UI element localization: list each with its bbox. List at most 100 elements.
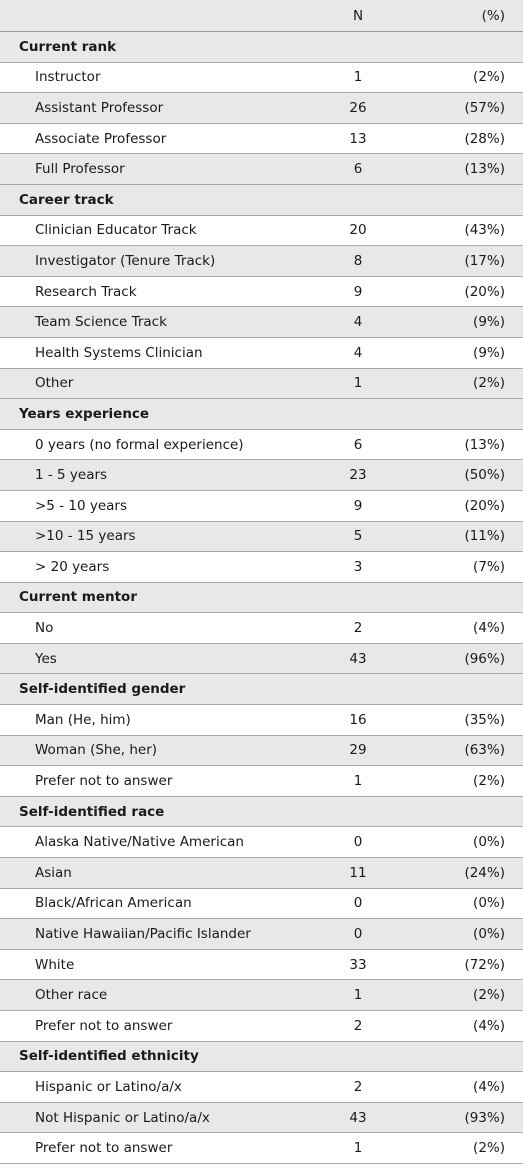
row-pct: (4%) [473, 1078, 505, 1095]
section-title: Career track [19, 191, 114, 208]
row-label: Team Science Track [35, 314, 167, 331]
row-n: 11 [349, 864, 367, 881]
row-pct: (24%) [464, 864, 505, 881]
row-n: 2 [353, 1017, 363, 1034]
row-label: Other race [35, 987, 108, 1004]
row-label: Research Track [35, 283, 137, 300]
row-n: 1 [353, 773, 363, 790]
table-header: N (%) [0, 0, 523, 32]
table-body: Current rank Instructor 1 (2%) Assistant Pro… [0, 32, 523, 1164]
row-n: 0 [353, 895, 363, 912]
table-row: >5 - 10 years 9 (20%) [0, 490, 523, 522]
table-row: Other 1 (2%) [0, 368, 523, 400]
table-row: Team Science Track 4 (9%) [0, 307, 523, 338]
row-pct: (11%) [464, 528, 505, 545]
section-row: Self-identified gender [0, 674, 523, 706]
row-n: 1 [353, 987, 363, 1004]
section-row: Current rank [0, 32, 523, 63]
row-pct: (13%) [464, 161, 505, 178]
header-pct: (%) [481, 7, 505, 24]
table-row: Clinician Educator Track 20 (43%) [0, 215, 523, 247]
table-row: Instructor 1 (2%) [0, 62, 523, 94]
table-row: Investigator (Tenure Track) 8 (17%) [0, 246, 523, 277]
table-row: 1 - 5 years 23 (50%) [0, 460, 523, 491]
row-pct: (28%) [464, 130, 505, 147]
row-pct: (0%) [473, 895, 505, 912]
row-n: 9 [353, 283, 363, 300]
row-label: Prefer not to answer [35, 1017, 173, 1034]
table-row: No 2 (4%) [0, 613, 523, 644]
row-pct: (20%) [464, 283, 505, 300]
row-label: Clinician Educator Track [35, 222, 197, 239]
table-row: Yes 43 (96%) [0, 643, 523, 675]
row-pct: (17%) [464, 252, 505, 269]
row-n: 2 [353, 620, 363, 637]
section-title: Self-identified ethnicity [19, 1048, 199, 1065]
row-n: 4 [353, 344, 363, 361]
table-row: Associate Professor 13 (28%) [0, 123, 523, 155]
row-pct: (20%) [464, 497, 505, 514]
section-row: Self-identified race [0, 796, 523, 828]
table-row: Alaska Native/Native American 0 (0%) [0, 827, 523, 859]
row-label: Prefer not to answer [35, 1140, 173, 1157]
section-row: Career track [0, 184, 523, 216]
section-title: Current rank [19, 38, 117, 55]
row-label: Man (He, him) [35, 711, 131, 728]
row-pct: (0%) [473, 926, 505, 943]
section-title: Self-identified gender [19, 681, 186, 698]
row-n: 13 [349, 130, 367, 147]
row-pct: (9%) [473, 344, 505, 361]
row-label: Assistant Professor [35, 99, 164, 116]
row-label: Woman (She, her) [35, 742, 158, 759]
table-row: White 33 (72%) [0, 949, 523, 981]
row-pct: (72%) [464, 956, 505, 973]
row-n: 4 [353, 314, 363, 331]
table-row: Hispanic or Latino/a/x 2 (4%) [0, 1072, 523, 1103]
row-label: Health Systems Clinician [35, 344, 203, 361]
row-label: 0 years (no formal experience) [35, 436, 244, 453]
row-pct: (57%) [464, 99, 505, 116]
row-label: White [35, 956, 75, 973]
row-pct: (0%) [473, 834, 505, 851]
row-pct: (4%) [473, 1017, 505, 1034]
row-n: 1 [353, 69, 363, 86]
table-row: Black/African American 0 (0%) [0, 888, 523, 920]
row-label: Other [35, 375, 74, 392]
row-pct: (9%) [473, 314, 505, 331]
table-row: Woman (She, her) 29 (63%) [0, 735, 523, 767]
row-n: 43 [349, 650, 367, 667]
table-row: Man (He, him) 16 (35%) [0, 705, 523, 736]
row-n: 26 [349, 99, 367, 116]
row-label: Full Professor [35, 161, 125, 178]
table-row: >10 - 15 years 5 (11%) [0, 521, 523, 553]
row-pct: (63%) [464, 742, 505, 759]
row-label: Not Hispanic or Latino/a/x [35, 1109, 210, 1126]
table-row: Prefer not to answer 2 (4%) [0, 1011, 523, 1042]
table-row: Asian 11 (24%) [0, 858, 523, 889]
row-n: 23 [349, 467, 367, 484]
row-pct: (2%) [473, 375, 505, 392]
row-n: 2 [353, 1078, 363, 1095]
row-n: 5 [353, 528, 363, 545]
row-n: 9 [353, 497, 363, 514]
row-label: Associate Professor [35, 130, 167, 147]
row-label: > 20 years [35, 558, 110, 575]
table-row: 0 years (no formal experience) 6 (13%) [0, 429, 523, 461]
row-n: 0 [353, 926, 363, 943]
row-pct: (2%) [473, 69, 505, 86]
table-row: Other race 1 (2%) [0, 980, 523, 1011]
row-label: Yes [35, 650, 57, 667]
row-label: Native Hawaiian/Pacific Islander [35, 926, 251, 943]
row-label: Asian [35, 864, 72, 881]
row-pct: (2%) [473, 987, 505, 1004]
table-row: Assistant Professor 26 (57%) [0, 93, 523, 124]
row-label: Investigator (Tenure Track) [35, 252, 216, 269]
row-n: 0 [353, 834, 363, 851]
row-n: 20 [349, 222, 367, 239]
row-n: 3 [353, 558, 363, 575]
row-n: 33 [349, 956, 367, 973]
row-n: 43 [349, 1109, 367, 1126]
table-row: Not Hispanic or Latino/a/x 43 (93%) [0, 1102, 523, 1134]
row-n: 6 [353, 436, 363, 453]
